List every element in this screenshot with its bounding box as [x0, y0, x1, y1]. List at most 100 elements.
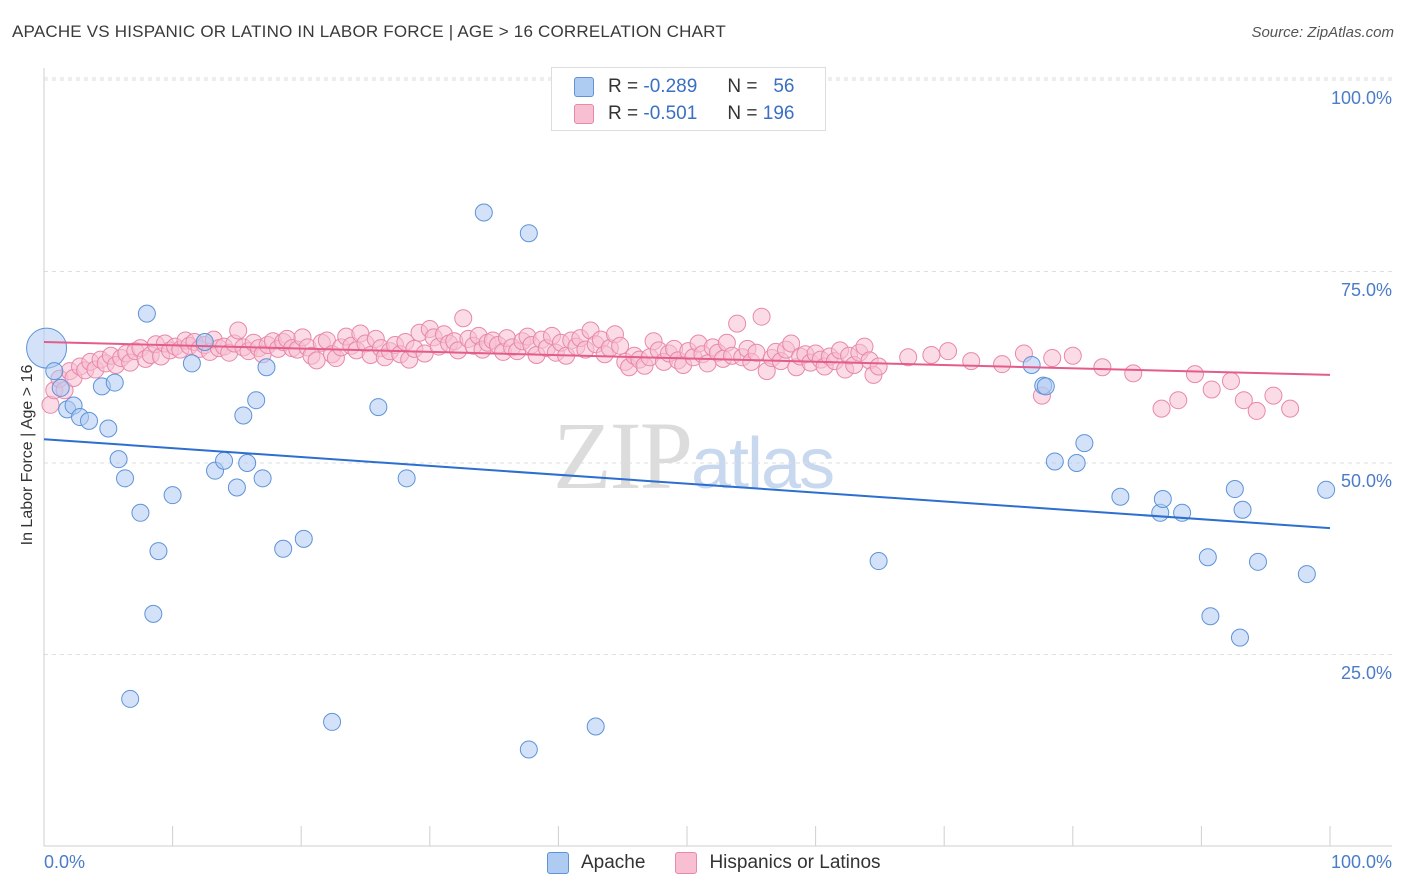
apache-point	[1036, 377, 1055, 396]
hispanic-point	[1281, 399, 1300, 418]
apache-point	[195, 332, 214, 351]
apache-point	[1153, 490, 1172, 509]
apache-point	[1198, 548, 1217, 567]
hispanic-point	[939, 342, 958, 361]
apache-point	[137, 304, 156, 323]
hispanic-point	[229, 321, 248, 340]
apache-point	[144, 604, 163, 623]
apache-point	[238, 454, 257, 472]
apache-r-label: R =	[608, 76, 639, 97]
series-legend: Apache Hispanics or Latinos	[547, 852, 911, 874]
hispanic-point	[1221, 372, 1240, 391]
apache-point	[1067, 454, 1086, 472]
apache-point	[397, 469, 416, 488]
legend-hispanic-swatch	[675, 852, 698, 874]
y-tick-label: 75.0%	[1340, 279, 1392, 300]
apache-point	[1317, 480, 1336, 499]
hispanic-point	[1264, 386, 1283, 405]
apache-point	[215, 451, 234, 470]
axis-layer	[43, 68, 1392, 847]
apache-point	[51, 378, 70, 397]
chart-title: APACHE VS HISPANIC OR LATINO IN LABOR FO…	[12, 22, 726, 41]
hispanic-point	[728, 314, 747, 333]
apache-n-value: 56	[773, 76, 795, 97]
hispanic-r-label: R =	[608, 103, 639, 124]
apache-point	[80, 411, 99, 430]
apache-point	[163, 486, 182, 505]
apache-point	[105, 373, 124, 392]
hispanic-swatch	[574, 104, 594, 124]
hispanic-point	[869, 357, 888, 376]
apache-point	[109, 450, 128, 469]
apache-point	[247, 391, 266, 410]
correlation-legend: R = -0.289 N = 56 R = -0.501 N = 196	[551, 67, 826, 131]
legend-item-hispanic: Hispanics or Latinos	[675, 852, 881, 874]
apache-point	[369, 398, 388, 417]
apache-point	[26, 327, 68, 369]
apache-point	[1111, 487, 1130, 506]
apache-point	[1297, 565, 1316, 584]
hispanic-point	[1202, 380, 1221, 399]
apache-point	[182, 354, 201, 373]
hispanic-n-value: 196	[762, 103, 795, 124]
hispanic-point	[307, 351, 326, 370]
apache-point	[253, 469, 272, 488]
apache-point	[99, 419, 118, 438]
y-tick-label: 25.0%	[1340, 662, 1392, 683]
trend-lines	[43, 340, 1331, 530]
hispanic-point	[1093, 358, 1112, 377]
apache-point	[1075, 434, 1094, 453]
apache-point	[1233, 500, 1252, 519]
apache-point	[1045, 452, 1064, 471]
y-tick-label: 100.0%	[1330, 88, 1392, 108]
apache-points	[26, 203, 1336, 759]
apache-point	[323, 712, 342, 731]
legend-row-hispanic: R = -0.501 N = 196	[574, 102, 794, 126]
apache-point	[294, 529, 313, 548]
apache-point	[519, 740, 538, 759]
hispanic-point	[747, 343, 766, 362]
watermark-zip: ZIP	[553, 402, 693, 509]
apache-point	[257, 358, 276, 377]
apache-point	[234, 406, 253, 425]
legend-apache-swatch	[547, 852, 569, 874]
apache-point	[121, 689, 140, 708]
source-credit: Source: ZipAtlas.com	[1251, 24, 1394, 41]
hispanic-r-value: -0.501	[643, 103, 698, 124]
hispanic-point	[1185, 365, 1204, 384]
hispanic-point	[611, 336, 630, 355]
hispanic-point	[1124, 364, 1143, 383]
apache-point	[227, 478, 246, 497]
hispanic-point	[1247, 401, 1266, 420]
x-tick-min: 0.0%	[44, 852, 86, 872]
apache-point	[1230, 628, 1249, 647]
apache-point	[1022, 355, 1041, 374]
hispanic-point	[1234, 391, 1253, 410]
apache-point	[116, 469, 135, 488]
hispanic-trend-line	[43, 340, 1331, 376]
x-tick-max: 100.0%	[1330, 852, 1392, 872]
apache-point	[1225, 480, 1244, 499]
hispanic-point	[993, 355, 1012, 374]
apache-trend-line	[43, 438, 1331, 530]
watermark: ZIPatlas	[553, 400, 835, 511]
apache-point	[1248, 552, 1267, 571]
apache-point	[586, 717, 605, 736]
apache-point	[474, 203, 493, 222]
hispanic-point	[899, 348, 918, 367]
hispanic-point	[752, 307, 771, 326]
legend-hispanic-label: Hispanics or Latinos	[709, 852, 881, 873]
hispanic-n-label: N =	[727, 103, 758, 124]
apache-point	[869, 552, 888, 571]
apache-point	[1201, 607, 1220, 626]
hispanic-point	[454, 309, 473, 328]
hispanic-point	[962, 352, 981, 371]
hispanic-point	[922, 345, 941, 364]
legend-row-apache: R = -0.289 N = 56	[574, 75, 794, 99]
watermark-atlas: atlas	[691, 424, 835, 504]
apache-point	[131, 503, 150, 522]
apache-n-label: N =	[727, 76, 758, 97]
hispanic-point	[1063, 346, 1082, 365]
apache-point	[149, 542, 168, 561]
